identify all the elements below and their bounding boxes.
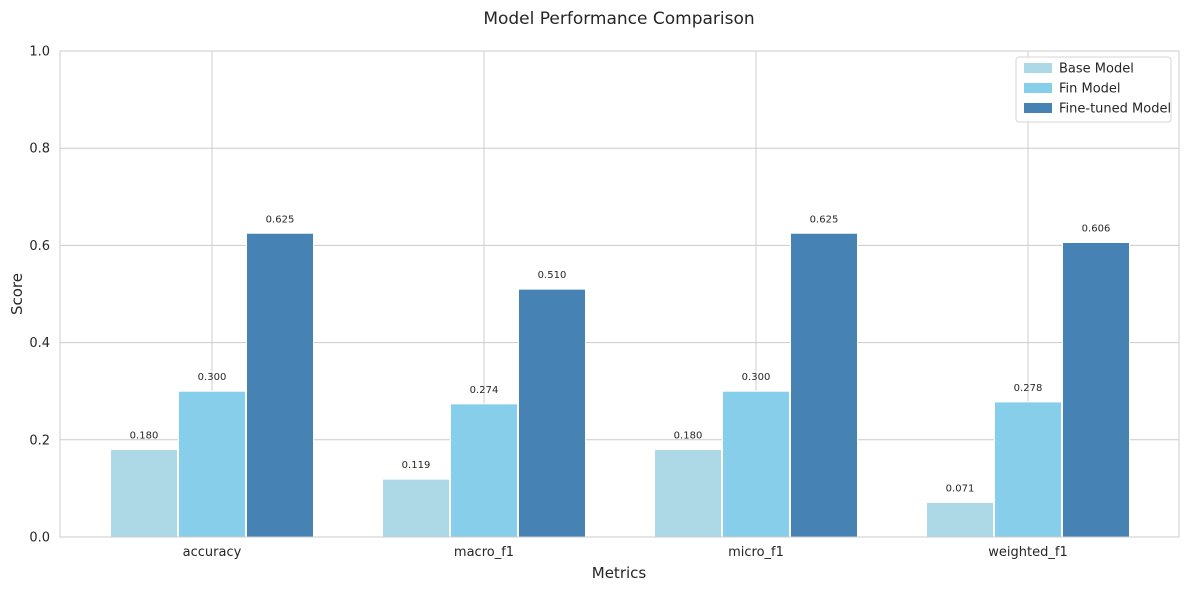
data-label: 0.300 (198, 372, 227, 383)
data-label: 0.300 (742, 372, 771, 383)
legend-swatch (1024, 63, 1052, 73)
y-axis-label: Score (8, 273, 26, 315)
y-tick-labels: 0.0 0.2 0.4 0.6 0.8 1.0 (29, 45, 50, 546)
y-tick-label: 0.4 (29, 336, 50, 351)
data-label: 0.180 (130, 431, 159, 442)
bar-micro_f1-1 (722, 390, 790, 538)
data-label: 0.625 (810, 214, 839, 225)
data-label: 0.625 (266, 214, 295, 225)
y-tick-label: 0.2 (29, 433, 50, 448)
x-tick-label: weighted_f1 (988, 545, 1067, 560)
bar-weighted_f1-1 (994, 401, 1062, 538)
data-labels: 0.180 0.119 0.180 0.071 0.300 0.274 0.300 0.278… (130, 214, 1111, 494)
x-tick-label: accuracy (183, 545, 242, 560)
legend-swatch (1024, 103, 1052, 113)
x-tick-label: micro_f1 (728, 545, 784, 560)
x-tick-labels: accuracy macro_f1 micro_f1 weighted_f1 (183, 545, 1068, 560)
bar-weighted_f1-2 (1062, 241, 1130, 538)
bar-weighted_f1-0 (926, 501, 994, 538)
data-label: 0.274 (470, 385, 499, 396)
chart-title: Model Performance Comparison (483, 9, 754, 29)
legend-swatch (1024, 83, 1052, 93)
bar-accuracy-2 (246, 232, 314, 538)
bars (110, 232, 1130, 538)
legend-label: Base Model (1059, 62, 1134, 77)
legend-label: Fine-tuned Model (1059, 102, 1171, 117)
data-label: 0.119 (402, 460, 431, 471)
bar-micro_f1-2 (790, 232, 858, 538)
bar-macro_f1-2 (518, 288, 586, 538)
legend-box (1015, 56, 1172, 123)
y-tick-label: 0.0 (29, 531, 50, 546)
data-label: 0.071 (946, 483, 975, 494)
data-label: 0.278 (1014, 383, 1043, 394)
y-tick-label: 0.6 (29, 239, 50, 254)
legend-label: Fin Model (1059, 82, 1121, 97)
bar-accuracy-1 (178, 390, 246, 538)
y-tick-label: 0.8 (29, 142, 50, 157)
plot-frame (59, 50, 1180, 538)
bar-accuracy-0 (110, 449, 178, 538)
data-label: 0.510 (538, 270, 567, 281)
x-tick-label: macro_f1 (454, 545, 514, 560)
bar-macro_f1-0 (382, 478, 450, 538)
data-label: 0.180 (674, 431, 703, 442)
y-tick-label: 1.0 (29, 45, 50, 60)
legend: Base Model Fin Model Fine-tuned Model (1015, 56, 1172, 123)
x-axis-label: Metrics (592, 564, 647, 582)
bar-macro_f1-1 (450, 403, 518, 538)
bar-micro_f1-0 (654, 449, 722, 538)
data-label: 0.606 (1082, 223, 1111, 234)
